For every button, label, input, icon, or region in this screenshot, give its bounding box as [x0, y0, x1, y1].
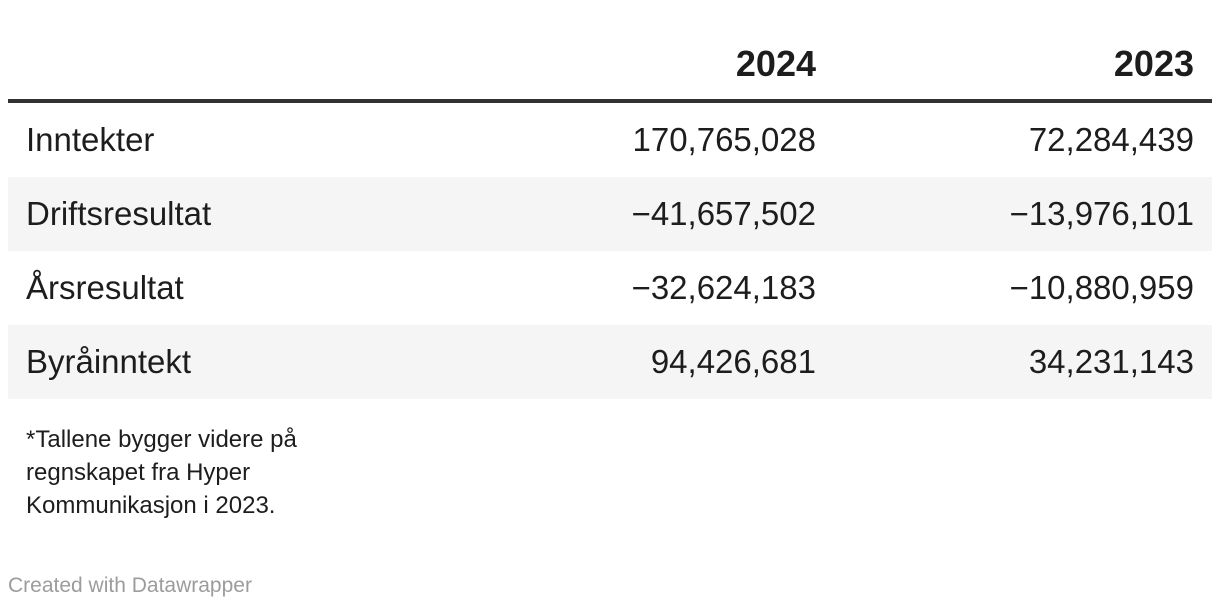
cell-inntekter-2023: 72,284,439: [1028, 121, 1194, 158]
cell-arsresultat-2023: −10,880,959: [1009, 269, 1194, 306]
row-label-arsresultat: Årsresultat: [26, 269, 184, 306]
cell-arsresultat-2024: −32,624,183: [631, 269, 816, 306]
table-row: Inntekter 170,765,028 72,284,439: [8, 101, 1212, 177]
table-row: Byråinntekt 94,426,681 34,231,143: [8, 325, 1212, 399]
attribution-line: Created with Datawrapper: [8, 574, 1212, 598]
table-body: Inntekter 170,765,028 72,284,439 Driftsr…: [8, 101, 1212, 399]
cell-byrainntekt-2023: 34,231,143: [1028, 343, 1194, 380]
table-row: Årsresultat −32,624,183 −10,880,959: [8, 251, 1212, 325]
row-label-driftsresultat: Driftsresultat: [26, 195, 212, 232]
cell-byrainntekt-2024: 94,426,681: [650, 343, 816, 380]
cell-driftsresultat-2024: −41,657,502: [631, 195, 816, 232]
row-label-inntekter: Inntekter: [26, 121, 155, 158]
cell-driftsresultat-2023: −13,976,101: [1009, 195, 1194, 232]
financial-table: 2024 2023 Inntekter 170,765,028 72,284,4…: [8, 22, 1212, 399]
table-header: 2024 2023: [8, 22, 1212, 103]
table-row: Driftsresultat −41,657,502 −13,976,101: [8, 177, 1212, 251]
row-label-byrainntekt: Byråinntekt: [26, 343, 192, 380]
cell-inntekter-2024: 170,765,028: [632, 121, 816, 158]
header-cell-empty: [8, 22, 456, 103]
table-footnote: *Tallene bygger videre på regnskapet fra…: [26, 426, 297, 519]
header-cell-2023: 2023: [834, 22, 1212, 103]
datawrapper-credit-link[interactable]: Created with Datawrapper: [8, 574, 252, 597]
header-row: 2024 2023: [8, 22, 1212, 103]
header-cell-2024: 2024: [456, 22, 834, 103]
